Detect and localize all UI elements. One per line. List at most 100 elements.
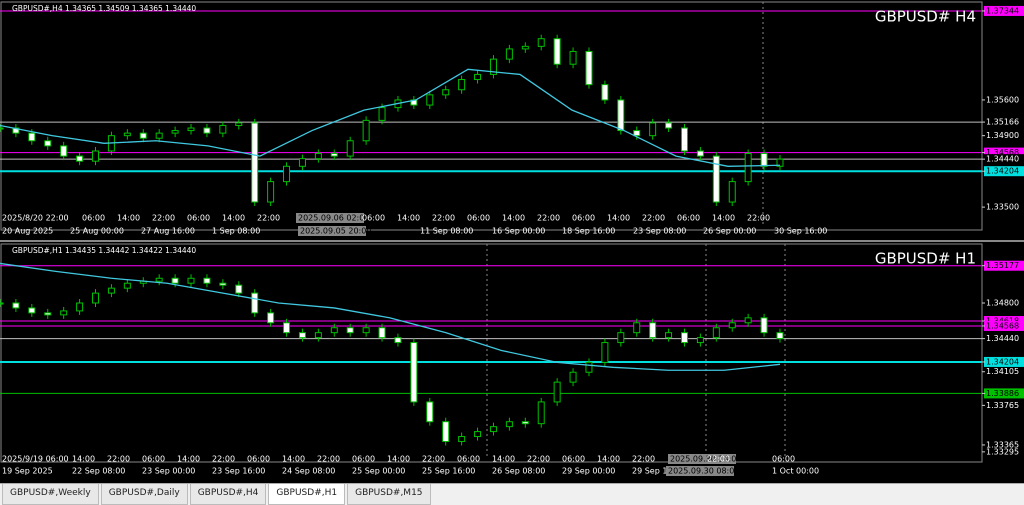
chart-tab[interactable]: GBPUSD#,M15	[347, 484, 431, 505]
candle	[665, 332, 673, 339]
candle	[0, 302, 4, 305]
price-label: 1.33295	[986, 447, 1019, 456]
time-label: 14:00	[282, 455, 305, 464]
time-label: 2025.09.30 14:00	[670, 455, 741, 464]
time-marker-box	[298, 226, 366, 236]
time-label: 14:00	[117, 214, 140, 223]
candle	[60, 145, 68, 157]
candle	[203, 277, 211, 284]
candle	[60, 310, 68, 316]
candle	[12, 302, 20, 309]
candle	[267, 312, 275, 324]
candle	[298, 332, 306, 339]
time-label: 06:00	[82, 214, 105, 223]
candle	[633, 322, 641, 334]
candle	[744, 153, 752, 183]
time-label: 06:00	[457, 455, 480, 464]
candle	[219, 282, 227, 286]
candle	[617, 332, 625, 344]
price-label: 1.34204	[986, 357, 1019, 366]
candle	[458, 79, 466, 91]
candle	[362, 327, 370, 334]
candle	[76, 302, 84, 312]
candle	[442, 421, 450, 442]
chart-tab[interactable]: GBPUSD#,Daily	[100, 484, 188, 505]
candle	[569, 50, 577, 65]
candle	[123, 132, 131, 137]
time-label: 06:00	[247, 455, 270, 464]
candle	[362, 119, 370, 142]
candle	[330, 327, 338, 334]
candle	[283, 322, 291, 334]
candle	[44, 140, 52, 147]
candle	[426, 94, 434, 106]
time-label: 2025/9/19 06:00	[2, 455, 69, 464]
candle	[680, 332, 688, 344]
chart-tab[interactable]: GBPUSD#,Weekly	[2, 484, 99, 505]
candle	[474, 73, 482, 81]
time-label: 1 Sep 08:00	[212, 227, 260, 236]
candle	[139, 132, 147, 139]
price-label: 1.34900	[986, 131, 1019, 140]
candle	[696, 337, 704, 344]
price-label: 1.35166	[986, 118, 1019, 127]
candle	[330, 153, 338, 157]
time-label: 14:00	[492, 455, 515, 464]
candle	[505, 48, 513, 60]
candle	[585, 50, 593, 86]
time-label: 06:00	[772, 455, 795, 464]
terminal: 1.373441.356001.351661.349001.345681.344…	[0, 0, 1024, 483]
chart-tab[interactable]: GBPUSD#,H1	[268, 484, 346, 505]
candle	[155, 132, 163, 139]
moving-average	[0, 68, 781, 167]
time-label: 14:00	[72, 455, 95, 464]
candle	[474, 431, 482, 438]
time-label: 22:00	[107, 455, 130, 464]
candle	[155, 277, 163, 282]
price-label: 1.34440	[986, 155, 1019, 164]
time-label: 06:00	[677, 214, 700, 223]
time-label: 22:00	[432, 214, 455, 223]
candle	[601, 342, 609, 363]
price-label: 1.33765	[986, 401, 1019, 410]
candle	[617, 99, 625, 132]
candle	[601, 84, 609, 101]
candle	[0, 127, 4, 130]
candle	[28, 132, 36, 142]
chart-header: GBPUSD#,H4 1.34365 1.34509 1.34365 1.344…	[12, 4, 196, 13]
time-label: 22:00	[317, 455, 340, 464]
time-label: 14:00	[597, 455, 620, 464]
candle	[76, 155, 84, 162]
candle	[410, 342, 418, 403]
time-label: 16 Sep 00:00	[492, 227, 545, 236]
candle	[314, 332, 322, 339]
price-tag	[984, 147, 1024, 158]
candle	[171, 277, 179, 284]
candle	[219, 124, 227, 134]
candle	[776, 158, 784, 167]
time-label: 2025.09.06 02:00	[298, 214, 369, 223]
time-label: 14:00	[222, 214, 245, 223]
candle	[44, 312, 52, 316]
price-tag	[984, 260, 1024, 271]
candle	[489, 58, 497, 75]
time-label: 14:00	[397, 214, 420, 223]
time-label: 06:00	[562, 455, 585, 464]
price-label: 1.33886	[986, 389, 1019, 398]
time-label: 29 Sep 16:00	[632, 467, 685, 476]
candle	[378, 107, 386, 121]
candle	[378, 327, 386, 339]
candle	[171, 130, 179, 134]
chart-tab[interactable]: GBPUSD#,H4	[189, 484, 267, 505]
time-label: 22:00	[257, 214, 280, 223]
time-label: 22:00	[537, 214, 560, 223]
time-marker-box	[666, 466, 734, 476]
candle	[680, 127, 688, 152]
plot-border	[0, 1, 983, 231]
moving-average	[0, 262, 781, 371]
candle	[346, 327, 354, 334]
candle	[776, 332, 784, 340]
time-label: 06:00	[352, 455, 375, 464]
time-label: 29 Sep 00:00	[562, 467, 615, 476]
time-label: 1 Oct 00:00	[772, 467, 819, 476]
